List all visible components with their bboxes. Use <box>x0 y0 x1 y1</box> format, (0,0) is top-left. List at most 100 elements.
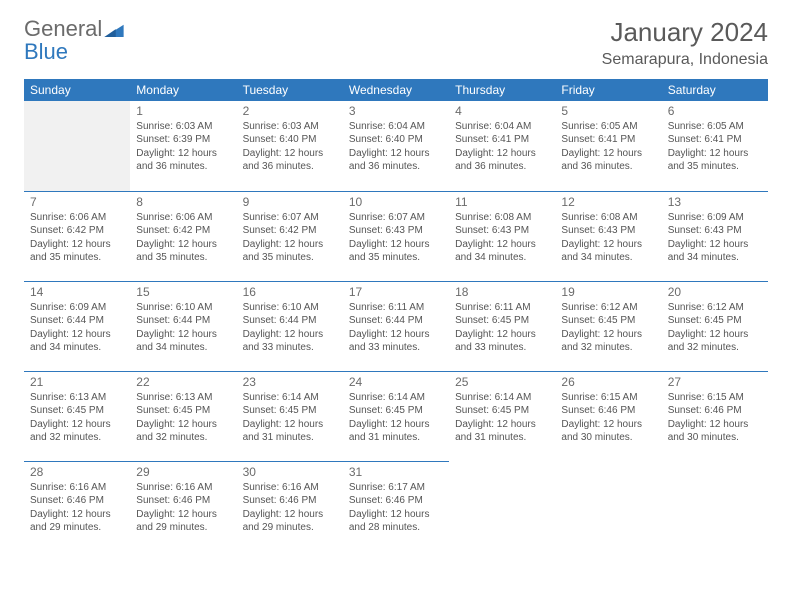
day-detail-line: and 33 minutes. <box>243 341 337 355</box>
day-detail-line: and 35 minutes. <box>136 251 230 265</box>
day-number: 8 <box>136 194 230 210</box>
day-detail-line: Sunset: 6:44 PM <box>243 314 337 328</box>
day-detail-line: and 30 minutes. <box>561 431 655 445</box>
day-detail-line: Daylight: 12 hours <box>349 147 443 161</box>
calendar-cell: 16Sunrise: 6:10 AMSunset: 6:44 PMDayligh… <box>237 281 343 371</box>
day-detail-line: Daylight: 12 hours <box>455 418 549 432</box>
calendar-cell: 31Sunrise: 6:17 AMSunset: 6:46 PMDayligh… <box>343 461 449 551</box>
day-detail-line: and 29 minutes. <box>30 521 124 535</box>
day-number: 25 <box>455 374 549 390</box>
day-detail-line: Sunrise: 6:07 AM <box>349 211 443 225</box>
day-detail-line: Sunset: 6:43 PM <box>668 224 762 238</box>
day-detail-line: and 34 minutes. <box>30 341 124 355</box>
day-detail-line: Sunrise: 6:14 AM <box>243 391 337 405</box>
day-number: 26 <box>561 374 655 390</box>
day-detail-line: Sunrise: 6:11 AM <box>455 301 549 315</box>
day-detail-line: Daylight: 12 hours <box>668 238 762 252</box>
day-detail-line: Daylight: 12 hours <box>668 418 762 432</box>
day-header: Tuesday <box>237 79 343 101</box>
day-detail-line: Sunrise: 6:13 AM <box>30 391 124 405</box>
day-detail-line: Sunrise: 6:04 AM <box>455 120 549 134</box>
day-detail-line: and 34 minutes. <box>455 251 549 265</box>
calendar-cell: 23Sunrise: 6:14 AMSunset: 6:45 PMDayligh… <box>237 371 343 461</box>
day-number: 17 <box>349 284 443 300</box>
day-detail-line: Daylight: 12 hours <box>243 238 337 252</box>
calendar-cell: 2Sunrise: 6:03 AMSunset: 6:40 PMDaylight… <box>237 101 343 191</box>
day-detail-line: and 28 minutes. <box>349 521 443 535</box>
day-detail-line: and 34 minutes. <box>136 341 230 355</box>
logo-text-gray: General <box>24 16 102 41</box>
day-detail-line: Sunset: 6:45 PM <box>136 404 230 418</box>
calendar-cell <box>662 461 768 551</box>
day-detail-line: Daylight: 12 hours <box>243 147 337 161</box>
day-number: 27 <box>668 374 762 390</box>
day-detail-line: Sunrise: 6:04 AM <box>349 120 443 134</box>
day-detail-line: Sunrise: 6:03 AM <box>136 120 230 134</box>
day-detail-line: Sunset: 6:44 PM <box>136 314 230 328</box>
day-number: 7 <box>30 194 124 210</box>
calendar-body: 1Sunrise: 6:03 AMSunset: 6:39 PM Daylight… <box>24 101 768 551</box>
day-detail-line: Daylight: 12 hours <box>30 238 124 252</box>
day-detail-line: Sunrise: 6:05 AM <box>668 120 762 134</box>
calendar-cell: 30Sunrise: 6:16 AMSunset: 6:46 PMDayligh… <box>237 461 343 551</box>
day-detail-line: Sunrise: 6:16 AM <box>136 481 230 495</box>
day-detail-line: Daylight: 12 hours <box>455 328 549 342</box>
calendar-cell: 9Sunrise: 6:07 AMSunset: 6:42 PMDaylight… <box>237 191 343 281</box>
day-detail-line: and 36 minutes. <box>561 160 655 174</box>
day-detail-line: Sunset: 6:45 PM <box>455 404 549 418</box>
day-detail-line: and 36 minutes. <box>136 160 230 174</box>
day-number: 15 <box>136 284 230 300</box>
day-number: 13 <box>668 194 762 210</box>
day-number: 20 <box>668 284 762 300</box>
day-number: 31 <box>349 464 443 480</box>
calendar-cell: 12Sunrise: 6:08 AMSunset: 6:43 PMDayligh… <box>555 191 661 281</box>
day-detail-line: Daylight: 12 hours <box>243 508 337 522</box>
calendar-cell <box>24 101 130 191</box>
calendar-cell: 24Sunrise: 6:14 AMSunset: 6:45 PMDayligh… <box>343 371 449 461</box>
day-detail-line: Sunrise: 6:12 AM <box>561 301 655 315</box>
calendar-cell: 7Sunrise: 6:06 AMSunset: 6:42 PMDaylight… <box>24 191 130 281</box>
day-detail-line: Daylight: 12 hours <box>30 418 124 432</box>
day-detail-line: Sunrise: 6:15 AM <box>668 391 762 405</box>
day-detail-line: Daylight: 12 hours <box>561 328 655 342</box>
day-detail-line: Daylight: 12 hours <box>30 508 124 522</box>
title-block: January 2024 Semarapura, Indonesia <box>602 18 768 69</box>
calendar-row: 21Sunrise: 6:13 AMSunset: 6:45 PMDayligh… <box>24 371 768 461</box>
day-detail-line: Sunrise: 6:17 AM <box>349 481 443 495</box>
header: GeneralBlue January 2024 Semarapura, Ind… <box>24 18 768 69</box>
day-detail-line: Daylight: 12 hours <box>30 328 124 342</box>
calendar-cell <box>449 461 555 551</box>
day-number: 6 <box>668 103 762 119</box>
day-detail-line: and 33 minutes. <box>455 341 549 355</box>
day-detail-line: Sunrise: 6:11 AM <box>349 301 443 315</box>
day-header: Sunday <box>24 79 130 101</box>
day-detail-line: Sunset: 6:43 PM <box>455 224 549 238</box>
day-detail-line: Sunset: 6:46 PM <box>561 404 655 418</box>
day-detail-line: Sunset: 6:42 PM <box>243 224 337 238</box>
logo: GeneralBlue <box>24 18 124 63</box>
day-detail-line: Sunset: 6:39 PM <box>136 133 230 147</box>
day-detail-line: Sunset: 6:45 PM <box>455 314 549 328</box>
day-detail-line: Sunset: 6:45 PM <box>561 314 655 328</box>
day-detail-line: Sunrise: 6:09 AM <box>668 211 762 225</box>
day-detail-line: Sunset: 6:40 PM <box>349 133 443 147</box>
day-header: Wednesday <box>343 79 449 101</box>
day-detail-line: and 32 minutes. <box>561 341 655 355</box>
day-detail-line: Sunset: 6:45 PM <box>668 314 762 328</box>
day-detail-line: and 32 minutes. <box>136 431 230 445</box>
day-detail-line: Daylight: 12 hours <box>243 418 337 432</box>
day-number: 1 <box>136 103 230 119</box>
calendar-cell <box>555 461 661 551</box>
day-detail-line: and 31 minutes. <box>243 431 337 445</box>
day-detail-line: Sunrise: 6:06 AM <box>30 211 124 225</box>
calendar-cell: 28Sunrise: 6:16 AMSunset: 6:46 PMDayligh… <box>24 461 130 551</box>
day-detail-line: Sunset: 6:41 PM <box>561 133 655 147</box>
day-header: Monday <box>130 79 236 101</box>
calendar-cell: 26Sunrise: 6:15 AMSunset: 6:46 PMDayligh… <box>555 371 661 461</box>
calendar-row: 28Sunrise: 6:16 AMSunset: 6:46 PMDayligh… <box>24 461 768 551</box>
day-number: 4 <box>455 103 549 119</box>
day-number: 11 <box>455 194 549 210</box>
day-header: Saturday <box>662 79 768 101</box>
day-detail-line: Sunset: 6:45 PM <box>349 404 443 418</box>
day-detail-line: Sunrise: 6:10 AM <box>136 301 230 315</box>
